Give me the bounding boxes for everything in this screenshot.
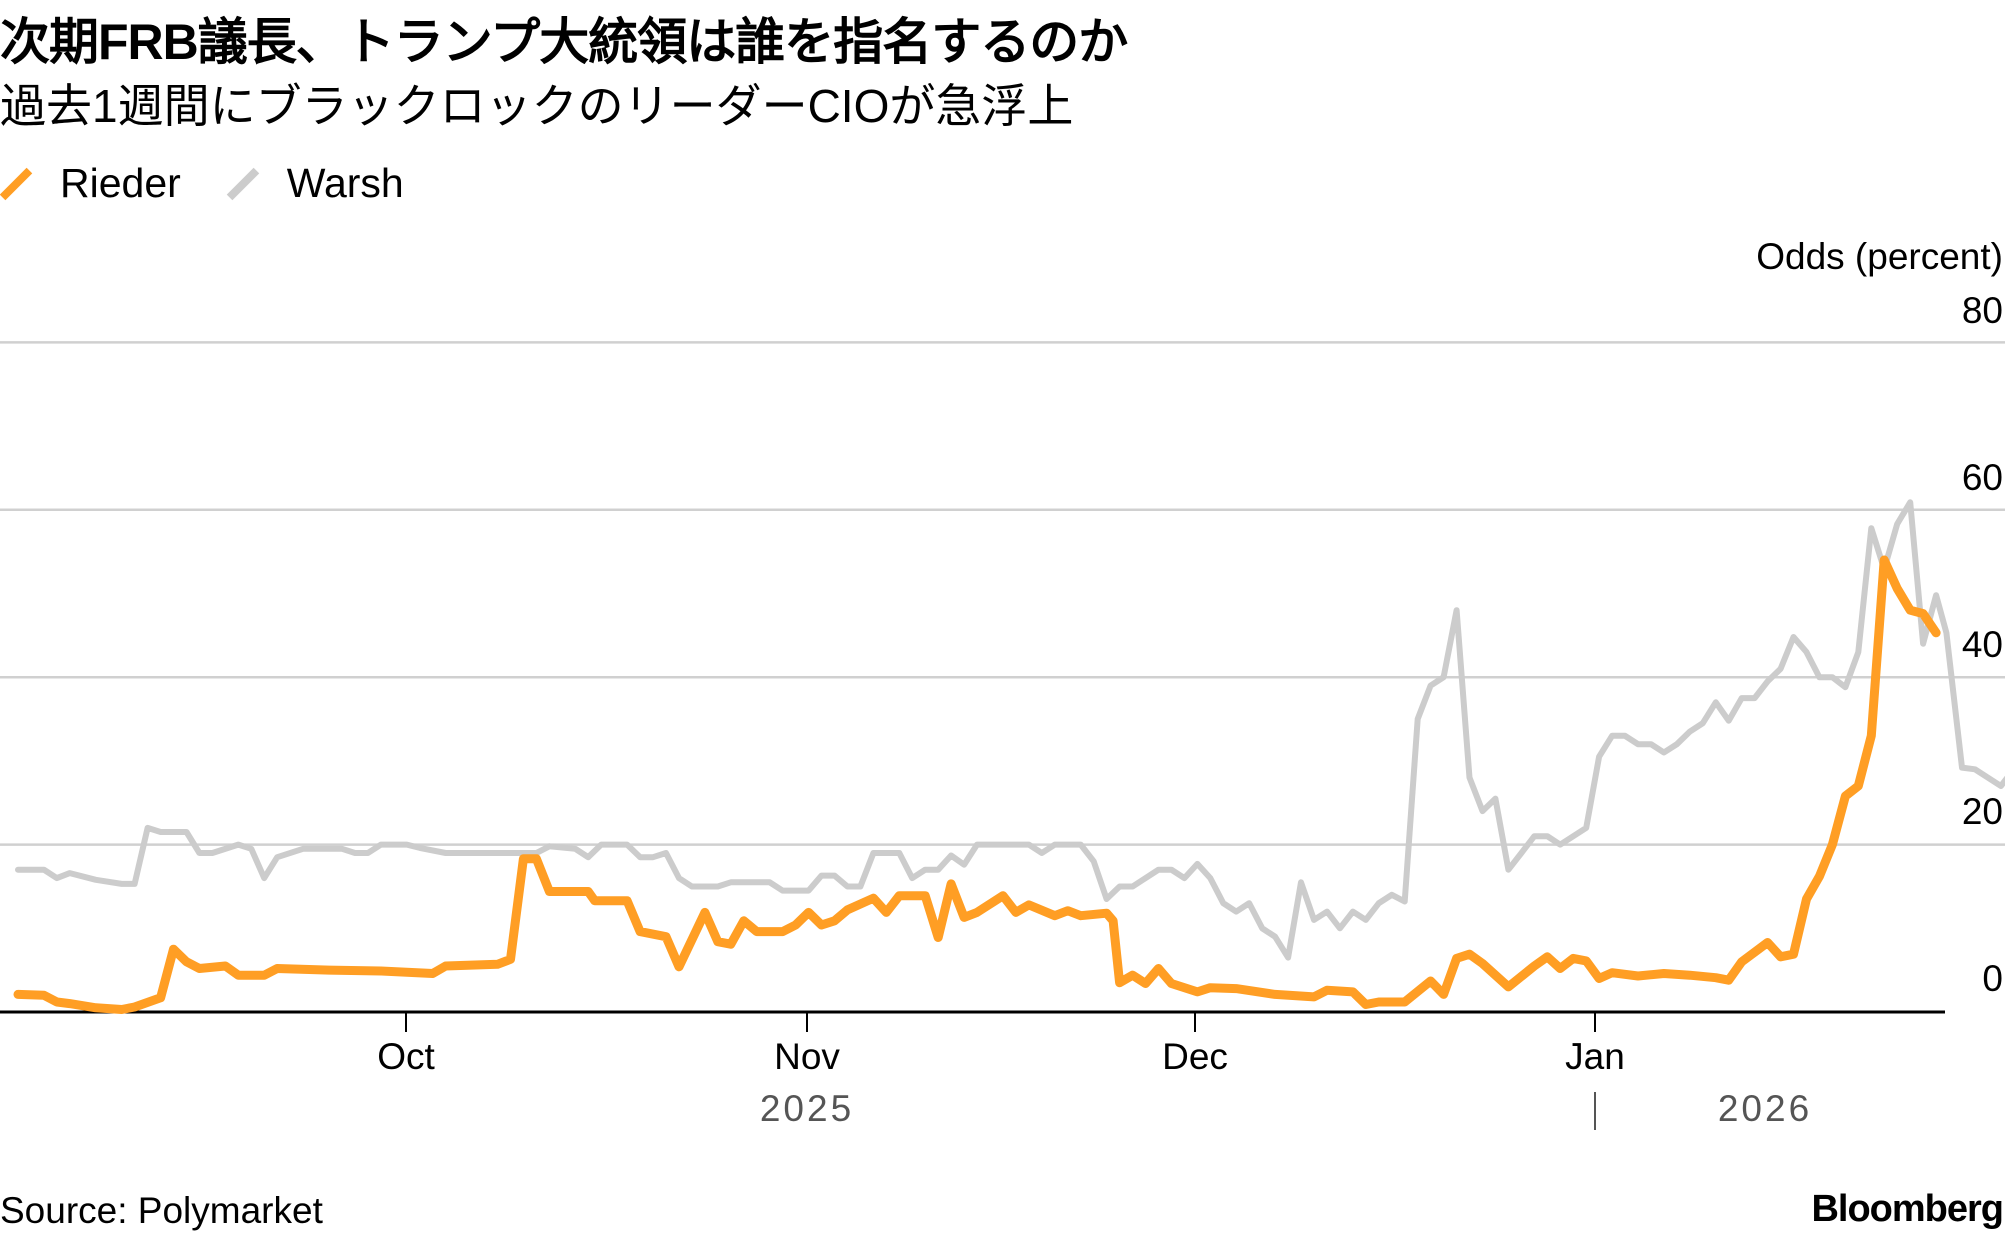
legend-item-rieder: Rieder bbox=[0, 160, 181, 207]
y-tick: 80 bbox=[1961, 290, 2003, 331]
y-tick: 0 bbox=[1982, 958, 2003, 999]
chart-title: 次期FRB議長、トランプ大統領は誰を指名するのか bbox=[0, 14, 1128, 70]
y-tick: 40 bbox=[1961, 624, 2003, 665]
x-tick-nov: Nov bbox=[774, 1036, 840, 1077]
warsh-series-line bbox=[15, 499, 2005, 961]
source-note: Source: Polymarket bbox=[0, 1190, 323, 1231]
legend: Rieder Warsh bbox=[0, 160, 450, 207]
x-tick-dec: Dec bbox=[1162, 1036, 1228, 1077]
rieder-series-line bbox=[13, 555, 1941, 1014]
chart-subtitle: 過去1週間にブラックロックのリーダーCIOが急浮上 bbox=[0, 80, 1074, 132]
legend-label: Warsh bbox=[286, 160, 404, 206]
x-axis-ticks bbox=[405, 1012, 1596, 1032]
legend-item-warsh: Warsh bbox=[227, 160, 404, 207]
bloomberg-logo: Bloomberg bbox=[1811, 1188, 2004, 1230]
y-tick: 60 bbox=[1961, 457, 2003, 498]
legend-label: Rieder bbox=[60, 160, 181, 206]
year-label-2026: 2026 bbox=[1717, 1088, 1813, 1129]
y-axis-label: Odds (percent) bbox=[1756, 236, 2003, 277]
year-label-2025: 2025 bbox=[759, 1088, 855, 1129]
gridlines bbox=[0, 341, 2005, 846]
x-tick-oct: Oct bbox=[377, 1036, 435, 1077]
x-tick-jan: Jan bbox=[1565, 1036, 1625, 1077]
y-tick: 20 bbox=[1961, 791, 2003, 832]
